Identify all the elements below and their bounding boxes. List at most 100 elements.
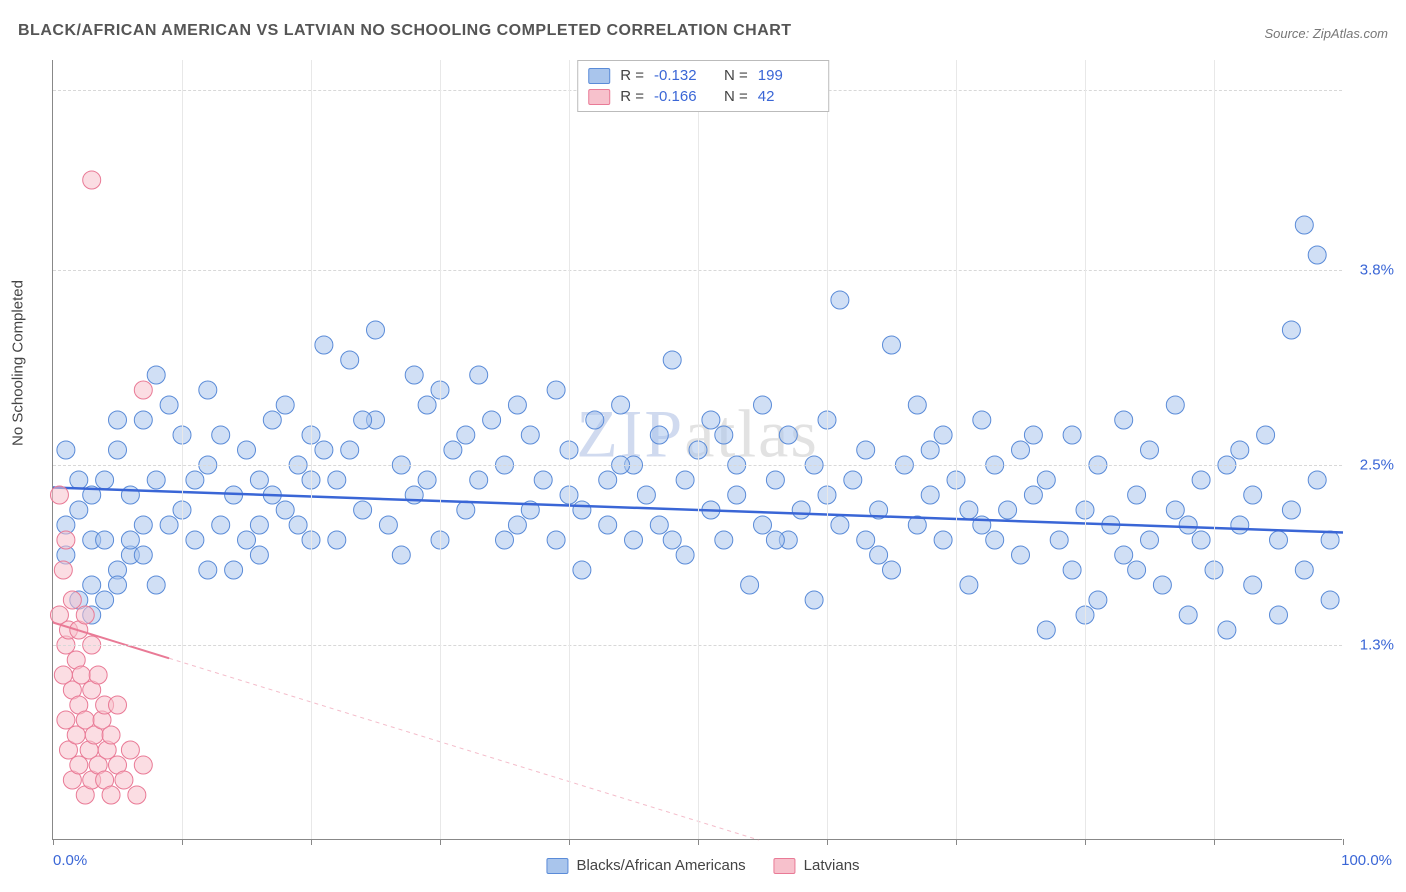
data-point-blue bbox=[470, 471, 488, 489]
data-point-blue bbox=[1321, 531, 1339, 549]
y-tick-label: 1.3% bbox=[1346, 637, 1394, 654]
grid-line-v bbox=[698, 60, 699, 839]
data-point-blue bbox=[483, 411, 501, 429]
data-point-blue bbox=[779, 426, 797, 444]
data-point-blue bbox=[573, 561, 591, 579]
data-point-blue bbox=[934, 531, 952, 549]
data-point-blue bbox=[831, 516, 849, 534]
trend-line-dashed-pink bbox=[169, 658, 759, 840]
data-point-pink bbox=[102, 726, 120, 744]
data-point-blue bbox=[147, 366, 165, 384]
data-point-blue bbox=[508, 516, 526, 534]
data-point-pink bbox=[115, 771, 133, 789]
chart-title: BLACK/AFRICAN AMERICAN VS LATVIAN NO SCH… bbox=[18, 22, 792, 40]
x-label-max: 100.0% bbox=[1341, 852, 1392, 869]
data-point-blue bbox=[921, 441, 939, 459]
data-point-blue bbox=[1089, 591, 1107, 609]
data-point-blue bbox=[1128, 561, 1146, 579]
n-value-blue: 199 bbox=[758, 67, 808, 84]
data-point-blue bbox=[547, 531, 565, 549]
grid-line-v bbox=[827, 60, 828, 839]
data-point-blue bbox=[547, 381, 565, 399]
data-point-blue bbox=[1115, 411, 1133, 429]
grid-line-v bbox=[182, 60, 183, 839]
data-point-blue bbox=[1024, 426, 1042, 444]
data-point-blue bbox=[1192, 471, 1210, 489]
x-tick bbox=[956, 839, 957, 845]
stats-row-pink: R = -0.166 N = 42 bbox=[588, 86, 818, 107]
data-point-blue bbox=[289, 516, 307, 534]
data-point-blue bbox=[212, 516, 230, 534]
data-point-blue bbox=[212, 426, 230, 444]
data-point-blue bbox=[1244, 486, 1262, 504]
data-point-blue bbox=[1295, 561, 1313, 579]
data-point-blue bbox=[857, 441, 875, 459]
data-point-blue bbox=[109, 441, 127, 459]
x-tick bbox=[1214, 839, 1215, 845]
x-tick bbox=[698, 839, 699, 845]
data-point-blue bbox=[315, 441, 333, 459]
data-point-blue bbox=[496, 531, 514, 549]
data-point-blue bbox=[715, 531, 733, 549]
data-point-blue bbox=[1270, 606, 1288, 624]
data-point-blue bbox=[1321, 591, 1339, 609]
data-point-blue bbox=[147, 576, 165, 594]
swatch-pink bbox=[588, 89, 610, 105]
data-point-blue bbox=[134, 546, 152, 564]
data-point-blue bbox=[250, 546, 268, 564]
plot-area: ZIPatlas 0.0% 100.0% 1.3%2.5%3.8% bbox=[52, 60, 1342, 840]
data-point-pink bbox=[109, 696, 127, 714]
data-point-blue bbox=[199, 561, 217, 579]
x-tick bbox=[1343, 839, 1344, 845]
data-point-blue bbox=[354, 411, 372, 429]
data-point-blue bbox=[328, 531, 346, 549]
data-point-blue bbox=[160, 396, 178, 414]
x-label-min: 0.0% bbox=[53, 852, 87, 869]
data-point-blue bbox=[676, 471, 694, 489]
data-point-blue bbox=[379, 516, 397, 534]
data-point-blue bbox=[599, 471, 617, 489]
stats-row-blue: R = -0.132 N = 199 bbox=[588, 65, 818, 86]
data-point-pink bbox=[70, 756, 88, 774]
data-point-blue bbox=[392, 546, 410, 564]
grid-line-v bbox=[311, 60, 312, 839]
y-axis-title: No Schooling Completed bbox=[10, 280, 27, 446]
data-point-blue bbox=[960, 501, 978, 519]
data-point-pink bbox=[121, 741, 139, 759]
data-point-blue bbox=[160, 516, 178, 534]
data-point-blue bbox=[973, 411, 991, 429]
data-point-blue bbox=[883, 561, 901, 579]
data-point-blue bbox=[470, 366, 488, 384]
data-point-blue bbox=[728, 486, 746, 504]
grid-line-v bbox=[569, 60, 570, 839]
data-point-blue bbox=[354, 501, 372, 519]
legend-label-blue: Blacks/African Americans bbox=[576, 857, 745, 874]
data-point-blue bbox=[1063, 426, 1081, 444]
x-tick bbox=[827, 839, 828, 845]
r-label: R = bbox=[620, 88, 644, 105]
data-point-blue bbox=[276, 396, 294, 414]
data-point-pink bbox=[54, 561, 72, 579]
r-value-blue: -0.132 bbox=[654, 67, 704, 84]
data-point-blue bbox=[702, 411, 720, 429]
data-point-blue bbox=[1024, 486, 1042, 504]
data-point-blue bbox=[844, 471, 862, 489]
data-point-blue bbox=[1282, 321, 1300, 339]
data-point-blue bbox=[999, 501, 1017, 519]
swatch-blue bbox=[588, 68, 610, 84]
data-point-pink bbox=[72, 666, 90, 684]
data-point-blue bbox=[238, 531, 256, 549]
data-point-pink bbox=[83, 171, 101, 189]
n-value-pink: 42 bbox=[758, 88, 808, 105]
data-point-blue bbox=[96, 591, 114, 609]
data-point-pink bbox=[89, 666, 107, 684]
data-point-blue bbox=[1308, 246, 1326, 264]
x-tick bbox=[311, 839, 312, 845]
data-point-blue bbox=[792, 501, 810, 519]
data-point-blue bbox=[457, 426, 475, 444]
legend-item-pink: Latvians bbox=[774, 857, 860, 874]
data-point-blue bbox=[754, 396, 772, 414]
data-point-blue bbox=[1231, 516, 1249, 534]
data-point-blue bbox=[870, 546, 888, 564]
data-point-blue bbox=[1179, 606, 1197, 624]
